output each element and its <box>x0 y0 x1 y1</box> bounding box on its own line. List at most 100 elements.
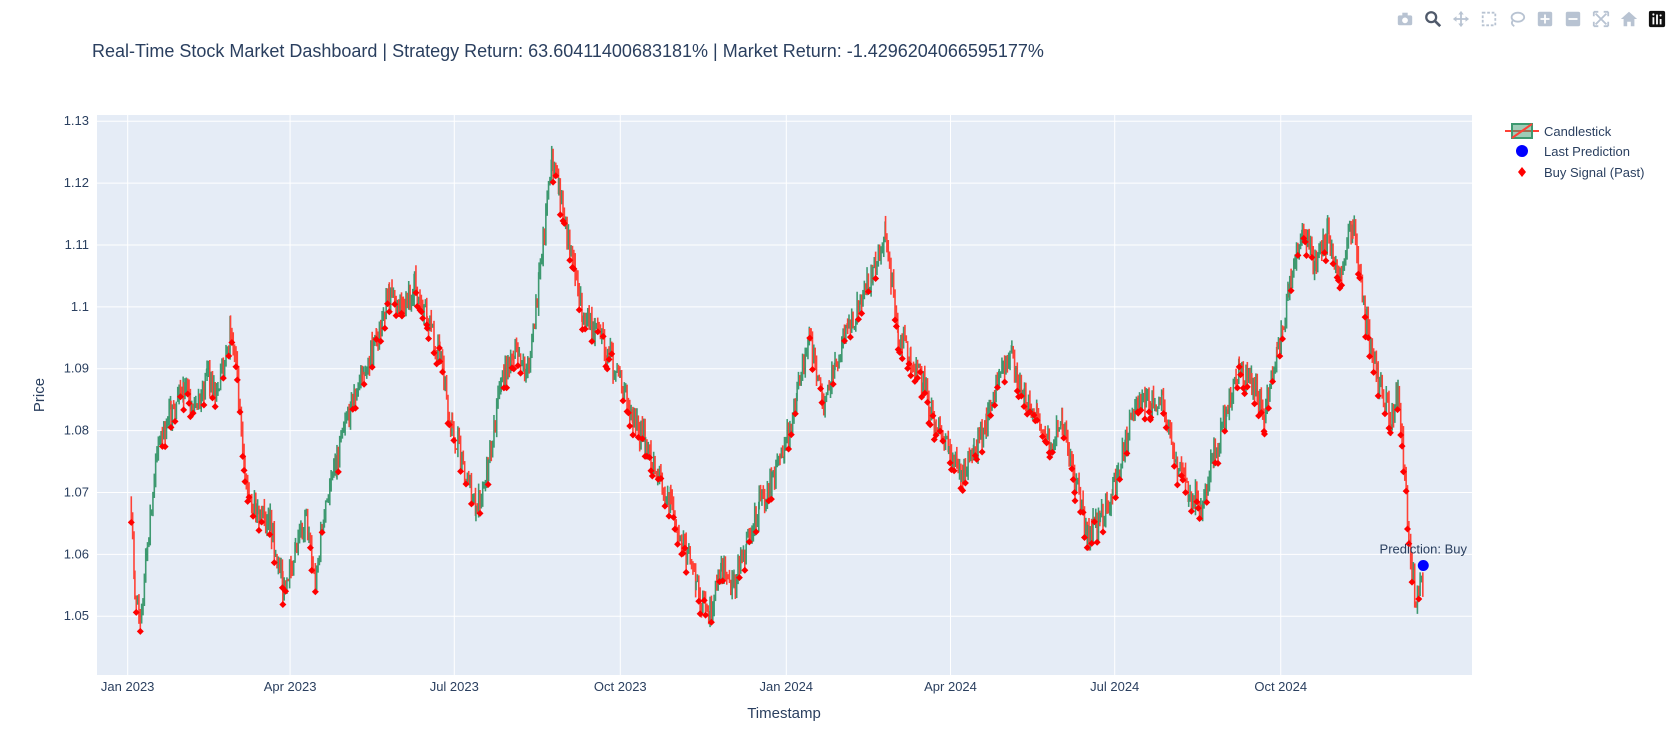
buy-signal-marker <box>682 568 690 576</box>
buy-signal-marker <box>864 288 872 296</box>
buy-signal-marker <box>1398 442 1406 450</box>
buy-signal-marker <box>991 401 999 409</box>
buy-signal-marker <box>377 337 385 345</box>
buy-signal-marker <box>467 500 475 508</box>
buy-signal-marker <box>180 406 188 414</box>
zoom-icon[interactable] <box>1422 8 1444 30</box>
buy-signal-marker <box>241 478 249 486</box>
legend-item-last-prediction[interactable]: Last Prediction <box>1516 144 1630 159</box>
buy-signal-marker <box>1001 378 1009 386</box>
buy-signal-marker <box>1147 413 1155 421</box>
y-tick-label: 1.05 <box>64 608 89 623</box>
zoom-out-icon[interactable] <box>1562 8 1584 30</box>
buy-signal-marker <box>626 422 634 430</box>
y-tick-label: 1.12 <box>64 175 89 190</box>
x-tick-label: Jan 2023 <box>101 679 155 694</box>
buy-signal-marker <box>896 348 904 356</box>
buy-signal-marker <box>1243 383 1251 391</box>
buy-signal-marker <box>1361 313 1369 321</box>
buy-signal-marker <box>924 398 932 406</box>
buy-signal-marker <box>707 618 715 626</box>
buy-signal-marker <box>556 211 564 219</box>
legend-item-buy-signal[interactable]: Buy Signal (Past) <box>1518 165 1644 180</box>
buy-signal-marker <box>1048 448 1056 456</box>
buy-signal-marker <box>249 512 257 520</box>
x-tick-label: Apr 2023 <box>264 679 317 694</box>
buy-signal-marker <box>1083 544 1091 552</box>
pan-icon[interactable] <box>1450 8 1472 30</box>
buy-signal-marker <box>476 509 484 517</box>
buy-signal-marker <box>987 412 995 420</box>
buy-signal-marker <box>1402 487 1410 495</box>
plotly-logo-icon[interactable] <box>1646 8 1668 30</box>
buy-signal-marker <box>905 360 913 368</box>
buy-signal-marker <box>514 362 522 370</box>
buy-signal-marker <box>1301 238 1309 246</box>
buy-signal-marker <box>1381 410 1389 418</box>
buy-signal-marker <box>184 390 192 398</box>
x-axis-ticks: Jan 2023 Apr 2023 Jul 2023 Oct 2023 Jan 2024… <box>101 679 1307 694</box>
camera-icon[interactable] <box>1394 8 1416 30</box>
buy-signal-marker <box>1026 408 1034 416</box>
buy-signal-marker <box>608 350 616 358</box>
buy-signal-marker <box>661 502 669 510</box>
y-axis-label: Price <box>31 378 48 412</box>
buy-signal-marker <box>510 365 518 373</box>
zoom-in-icon[interactable] <box>1534 8 1556 30</box>
buy-signal-marker <box>566 256 574 264</box>
legend-label-last-prediction: Last Prediction <box>1544 144 1630 159</box>
buy-signal-marker <box>1079 508 1087 516</box>
buy-signal-marker <box>425 335 433 343</box>
buy-signal-marker <box>978 448 986 456</box>
buy-signal-marker <box>392 312 400 320</box>
buy-signal-marker <box>629 431 637 439</box>
buy-signal-marker <box>219 374 227 382</box>
buy-signal-marker <box>1116 475 1124 483</box>
buy-signal-marker <box>439 368 447 376</box>
buy-signal-marker <box>1235 363 1243 371</box>
buy-signal-marker <box>1112 494 1120 502</box>
y-tick-label: 1.08 <box>64 423 89 438</box>
buy-signal-marker <box>430 349 438 357</box>
prediction-label: Prediction: Buy <box>1380 541 1468 556</box>
buy-signal-marker <box>1099 528 1107 536</box>
buy-signal-marker <box>696 610 704 618</box>
buy-signal-marker <box>624 409 632 417</box>
buy-signal-marker <box>1071 497 1079 505</box>
plot-area[interactable] <box>97 115 1472 675</box>
lasso-icon[interactable] <box>1506 8 1528 30</box>
chart-title: Real-Time Stock Market Dashboard | Strat… <box>92 41 1044 61</box>
buy-signal-marker <box>918 393 926 401</box>
x-tick-label: Jan 2024 <box>760 679 814 694</box>
buy-signal-marker <box>560 219 568 227</box>
buy-signal-marker <box>1017 392 1025 400</box>
legend-label-buy-signal: Buy Signal (Past) <box>1544 165 1644 180</box>
buy-signal-marker <box>787 431 795 439</box>
buy-signal-marker <box>258 518 266 526</box>
buy-signal-marker <box>1080 533 1088 541</box>
buy-signal-marker <box>1159 409 1167 417</box>
buy-signal-marker <box>1241 390 1249 398</box>
buy-signal-marker <box>1033 416 1041 424</box>
buy-signal-marker <box>1013 387 1021 395</box>
buy-signal-marker <box>806 334 814 342</box>
buy-signal-marker <box>588 337 596 345</box>
buy-signal-marker <box>898 355 906 363</box>
buy-signal-marker <box>549 178 557 186</box>
buy-signal-marker <box>808 366 816 374</box>
y-tick-label: 1.13 <box>64 113 89 128</box>
buy-signal-marker <box>1088 539 1096 547</box>
reset-axes-icon[interactable] <box>1618 8 1640 30</box>
buy-signal-marker <box>657 474 665 482</box>
buy-signal-series <box>127 172 1423 635</box>
buy-signal-marker <box>1182 489 1190 497</box>
autoscale-icon[interactable] <box>1590 8 1612 30</box>
legend-item-candlestick[interactable]: Candlestick <box>1505 123 1612 139</box>
buy-signal-marker <box>741 566 749 574</box>
buy-signal-marker <box>679 549 687 557</box>
box-select-icon[interactable] <box>1478 8 1500 30</box>
buy-signal-marker <box>208 394 216 402</box>
y-tick-label: 1.07 <box>64 484 89 499</box>
buy-signal-marker <box>702 611 710 619</box>
